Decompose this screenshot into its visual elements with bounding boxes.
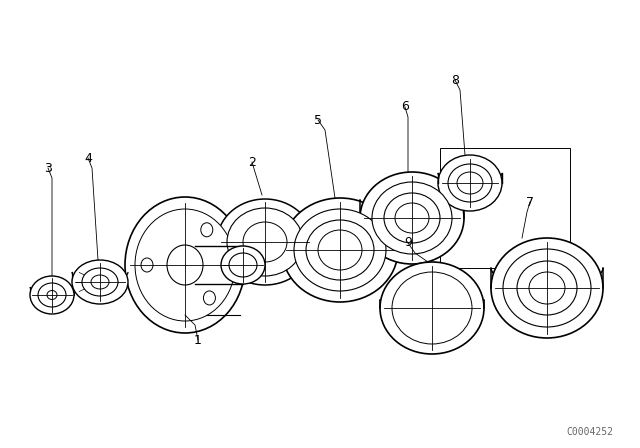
Ellipse shape: [282, 198, 398, 302]
Ellipse shape: [438, 155, 502, 211]
Ellipse shape: [82, 268, 118, 296]
Ellipse shape: [318, 230, 362, 270]
Polygon shape: [440, 148, 570, 268]
Ellipse shape: [38, 283, 66, 307]
Ellipse shape: [448, 164, 492, 202]
Ellipse shape: [30, 276, 74, 314]
Ellipse shape: [529, 272, 565, 304]
Ellipse shape: [91, 275, 109, 289]
Ellipse shape: [221, 246, 265, 284]
Text: 5: 5: [314, 113, 322, 126]
Ellipse shape: [294, 209, 386, 291]
Ellipse shape: [47, 290, 57, 300]
Ellipse shape: [380, 262, 484, 354]
Ellipse shape: [491, 238, 603, 338]
Ellipse shape: [229, 253, 257, 277]
Ellipse shape: [243, 222, 287, 262]
Text: 2: 2: [248, 155, 256, 168]
Text: 9: 9: [404, 237, 412, 250]
Ellipse shape: [204, 291, 216, 305]
Ellipse shape: [384, 193, 440, 243]
Ellipse shape: [201, 223, 212, 237]
Ellipse shape: [227, 208, 303, 276]
Text: 3: 3: [44, 161, 52, 175]
Text: C0004252: C0004252: [566, 427, 614, 437]
Ellipse shape: [141, 258, 153, 272]
Text: 6: 6: [401, 100, 409, 113]
Text: 7: 7: [526, 195, 534, 208]
Ellipse shape: [395, 203, 429, 233]
Ellipse shape: [217, 199, 313, 285]
Ellipse shape: [392, 272, 472, 344]
Ellipse shape: [135, 209, 235, 321]
Ellipse shape: [503, 249, 591, 327]
Ellipse shape: [517, 261, 577, 315]
Text: 1: 1: [194, 333, 202, 346]
Ellipse shape: [457, 172, 483, 194]
Ellipse shape: [125, 197, 245, 333]
Ellipse shape: [360, 172, 464, 264]
Text: 8: 8: [451, 73, 459, 86]
Ellipse shape: [306, 220, 374, 280]
Ellipse shape: [167, 245, 203, 285]
Ellipse shape: [72, 260, 128, 304]
Text: 4: 4: [84, 151, 92, 164]
Ellipse shape: [372, 182, 452, 254]
